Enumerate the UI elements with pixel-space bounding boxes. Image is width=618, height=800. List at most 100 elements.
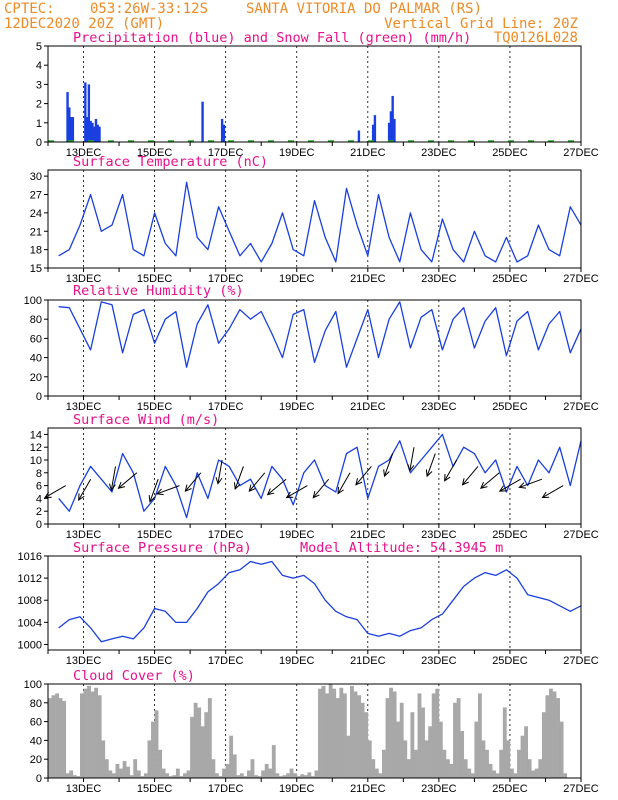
cloud-bar <box>136 770 141 778</box>
cloud-bar <box>449 763 454 778</box>
cloud-bar <box>218 776 223 778</box>
cloud-bar <box>94 687 99 778</box>
rh-line <box>58 301 582 368</box>
x-tick-label: 19DEC <box>279 655 315 667</box>
y-tick-label: 21 <box>30 226 42 238</box>
x-tick-label: 19DEC <box>279 273 315 285</box>
cloud-bar <box>90 691 95 778</box>
cloud-bar <box>342 693 347 778</box>
cloud-bar <box>215 773 219 778</box>
cloud-bar <box>438 721 443 778</box>
temp-frame <box>47 169 582 269</box>
y-tick-label: 15 <box>30 263 42 275</box>
y-tick-label: 24 <box>30 208 42 220</box>
rh-frame <box>47 299 582 397</box>
cloud-bar <box>55 693 59 778</box>
cloud-bar <box>538 759 543 778</box>
cloud-bar <box>559 721 564 778</box>
y-tick-label: 0 <box>36 519 42 531</box>
header-coords: 053:26W-33:12S <box>90 1 208 17</box>
wind-arrow <box>149 479 159 502</box>
cloud-bar <box>431 693 436 778</box>
cloud-bar <box>389 687 393 778</box>
cloud-bar <box>474 721 479 778</box>
cloud-bar <box>456 698 461 778</box>
cloud-bar <box>385 698 390 778</box>
y-tick-label: 60 <box>30 717 42 729</box>
y-tick-label: 1004 <box>18 617 42 629</box>
cloud-bar <box>552 691 557 778</box>
y-tick-label: 0 <box>36 391 42 403</box>
x-tick-label: 25DEC <box>492 529 528 541</box>
x-tick-label: 25DEC <box>492 147 528 159</box>
cloud-bar <box>502 707 507 778</box>
precip-bar <box>220 118 224 142</box>
wind-line <box>58 433 582 519</box>
y-tick-label: 8 <box>36 468 42 480</box>
cloud-bar <box>278 776 283 778</box>
wind-arrowhead <box>266 488 275 496</box>
temp-panel: 15 18 21 24 27 30 13DEC 15DEC 17DEC 19DEC 21DEC 23D… <box>30 169 599 285</box>
cloud-bar <box>79 693 84 778</box>
cloud-bar <box>76 776 81 778</box>
wind-arrowhead <box>248 484 256 493</box>
cloud-bar <box>428 726 433 778</box>
cloud-bar <box>406 759 411 778</box>
header-date: 12DEC2020 20Z (GMT) <box>4 16 164 32</box>
x-tick-label: 15DEC <box>137 401 173 413</box>
y-tick-label: 0 <box>36 137 42 149</box>
cloud-bar <box>470 773 475 778</box>
cloud-bar <box>374 768 379 778</box>
cloud-bar <box>453 702 457 778</box>
y-tick-label: 1008 <box>18 595 42 607</box>
precip-bar <box>357 130 361 142</box>
y-tick-label: 100 <box>24 679 42 691</box>
wind-arrow <box>499 478 521 492</box>
temp-line <box>58 181 582 263</box>
cloud-panel: 0 20 40 60 80 100 13DEC 15DEC 17DEC 19DEC 21DEC 23D… <box>24 679 599 795</box>
wind-arrowhead <box>480 481 488 489</box>
cloud-bar <box>254 775 258 778</box>
wind-arrow <box>480 472 500 489</box>
wind-arrowhead <box>78 493 85 501</box>
precip-frame <box>47 45 582 143</box>
precip-bar <box>91 122 94 142</box>
cloud-bar <box>545 695 550 778</box>
cloud-bar <box>534 768 539 778</box>
precip-bar <box>71 117 75 142</box>
x-tick-label: 15DEC <box>137 147 173 159</box>
cloud-bar <box>531 770 536 778</box>
precip-bar <box>69 117 73 142</box>
cloud-bar <box>421 707 425 778</box>
cloud-bar <box>556 698 560 778</box>
cloud-bar <box>282 775 287 778</box>
cloud-bar <box>371 759 376 778</box>
cloud-bar <box>243 776 248 778</box>
cloud-bar <box>300 774 305 778</box>
cloud-bar <box>236 775 241 778</box>
cloud-bar <box>513 773 518 778</box>
cloud-bar <box>541 712 546 778</box>
cloud-bar <box>143 773 148 778</box>
y-tick-label: 30 <box>30 171 42 183</box>
wind-title: Surface Wind (m/s) <box>73 412 219 428</box>
cloud-bar <box>435 688 440 778</box>
cloud-bar <box>445 759 450 778</box>
wind-arrowhead <box>383 469 390 478</box>
cloud-bar <box>332 688 337 778</box>
pres-frame <box>47 555 582 651</box>
cloud-bar <box>197 707 202 778</box>
x-tick-label: 21DEC <box>350 401 386 413</box>
x-tick-label: 17DEC <box>208 401 244 413</box>
wind-arrowhead <box>444 474 451 482</box>
cloud-bar <box>417 693 422 778</box>
cloud-bar <box>48 698 52 778</box>
cloud-bar <box>364 712 369 778</box>
x-tick-label: 19DEC <box>279 529 315 541</box>
y-tick-label: 27 <box>30 190 42 202</box>
wind-arrow <box>118 472 138 489</box>
wind-arrow <box>355 466 372 486</box>
wind-arrow <box>110 466 117 491</box>
cloud-bar <box>190 716 194 778</box>
cloud-bar <box>111 773 116 778</box>
